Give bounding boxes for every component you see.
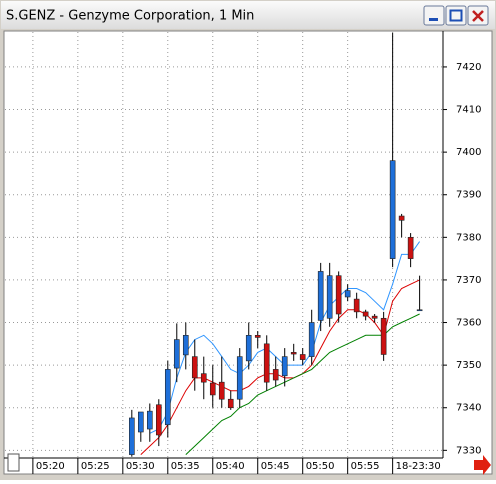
candle-body bbox=[389, 160, 396, 259]
candle-body bbox=[155, 404, 162, 436]
x-tick-label: 05:25 bbox=[81, 461, 110, 472]
candle-body bbox=[290, 352, 297, 355]
moving-average-line bbox=[140, 279, 420, 455]
x-tick-label: 05:40 bbox=[216, 461, 245, 472]
candle-body bbox=[281, 356, 288, 377]
candle-body bbox=[317, 271, 324, 321]
candle-body bbox=[344, 290, 351, 298]
candle-body bbox=[129, 417, 135, 455]
x-tick-label: 05:35 bbox=[171, 461, 200, 472]
x-tick-label: 05:55 bbox=[351, 461, 380, 472]
scroll-right-arrow[interactable] bbox=[474, 455, 491, 475]
candle-body bbox=[254, 335, 261, 338]
window-title: S.GENZ - Genzyme Corporation, 1 Min bbox=[6, 9, 254, 24]
moving-average-line bbox=[185, 313, 420, 455]
y-tick-label: 7400 bbox=[456, 147, 481, 158]
candle-body bbox=[138, 411, 144, 433]
y-tick-label: 7380 bbox=[456, 232, 481, 243]
maximize-button[interactable] bbox=[445, 5, 467, 26]
minimize-button[interactable] bbox=[423, 5, 445, 26]
x-tick-label: 05:45 bbox=[261, 461, 290, 472]
x-tick-label: 05:50 bbox=[306, 461, 335, 472]
candle-body bbox=[308, 322, 315, 357]
candle-body bbox=[263, 343, 270, 383]
x-tick-label: 05:20 bbox=[36, 461, 65, 472]
plot bbox=[129, 32, 423, 457]
y-tick-label: 7410 bbox=[456, 105, 481, 116]
y-tick-label: 7340 bbox=[456, 403, 481, 414]
candle-body bbox=[218, 381, 225, 400]
x-tick-label: 05:30 bbox=[126, 461, 155, 472]
candle-body bbox=[416, 309, 423, 312]
candle-body bbox=[200, 373, 207, 383]
y-tick-label: 7420 bbox=[456, 62, 481, 73]
candle-body bbox=[299, 354, 306, 360]
candle-body bbox=[227, 398, 234, 409]
candle-body bbox=[407, 237, 414, 259]
title-bar bbox=[1, 1, 495, 29]
candle-body bbox=[245, 335, 252, 362]
scroll-box[interactable] bbox=[7, 453, 20, 472]
y-tick-label: 7370 bbox=[456, 275, 481, 286]
candle-body bbox=[191, 356, 198, 379]
y-tick-label: 7360 bbox=[456, 318, 481, 329]
candle-body bbox=[335, 275, 342, 315]
y-tick-label: 7390 bbox=[456, 190, 481, 201]
candle-body bbox=[173, 339, 180, 369]
candle-body bbox=[236, 356, 243, 400]
candle-body bbox=[209, 382, 216, 396]
y-tick-label: 7350 bbox=[456, 360, 481, 371]
candle-body bbox=[398, 215, 405, 221]
candle-body bbox=[164, 369, 171, 426]
candle-body bbox=[362, 311, 369, 317]
y-tick-label: 7330 bbox=[456, 445, 481, 456]
candle-body bbox=[272, 369, 279, 381]
candle-body bbox=[371, 315, 378, 319]
candle-body bbox=[353, 298, 360, 313]
candle-body bbox=[326, 275, 333, 319]
candle-body bbox=[182, 335, 189, 356]
close-button[interactable] bbox=[467, 5, 489, 26]
x-tick-label: 18-23:30 bbox=[396, 461, 441, 472]
candle-body bbox=[147, 410, 153, 430]
candle-body bbox=[380, 317, 387, 355]
